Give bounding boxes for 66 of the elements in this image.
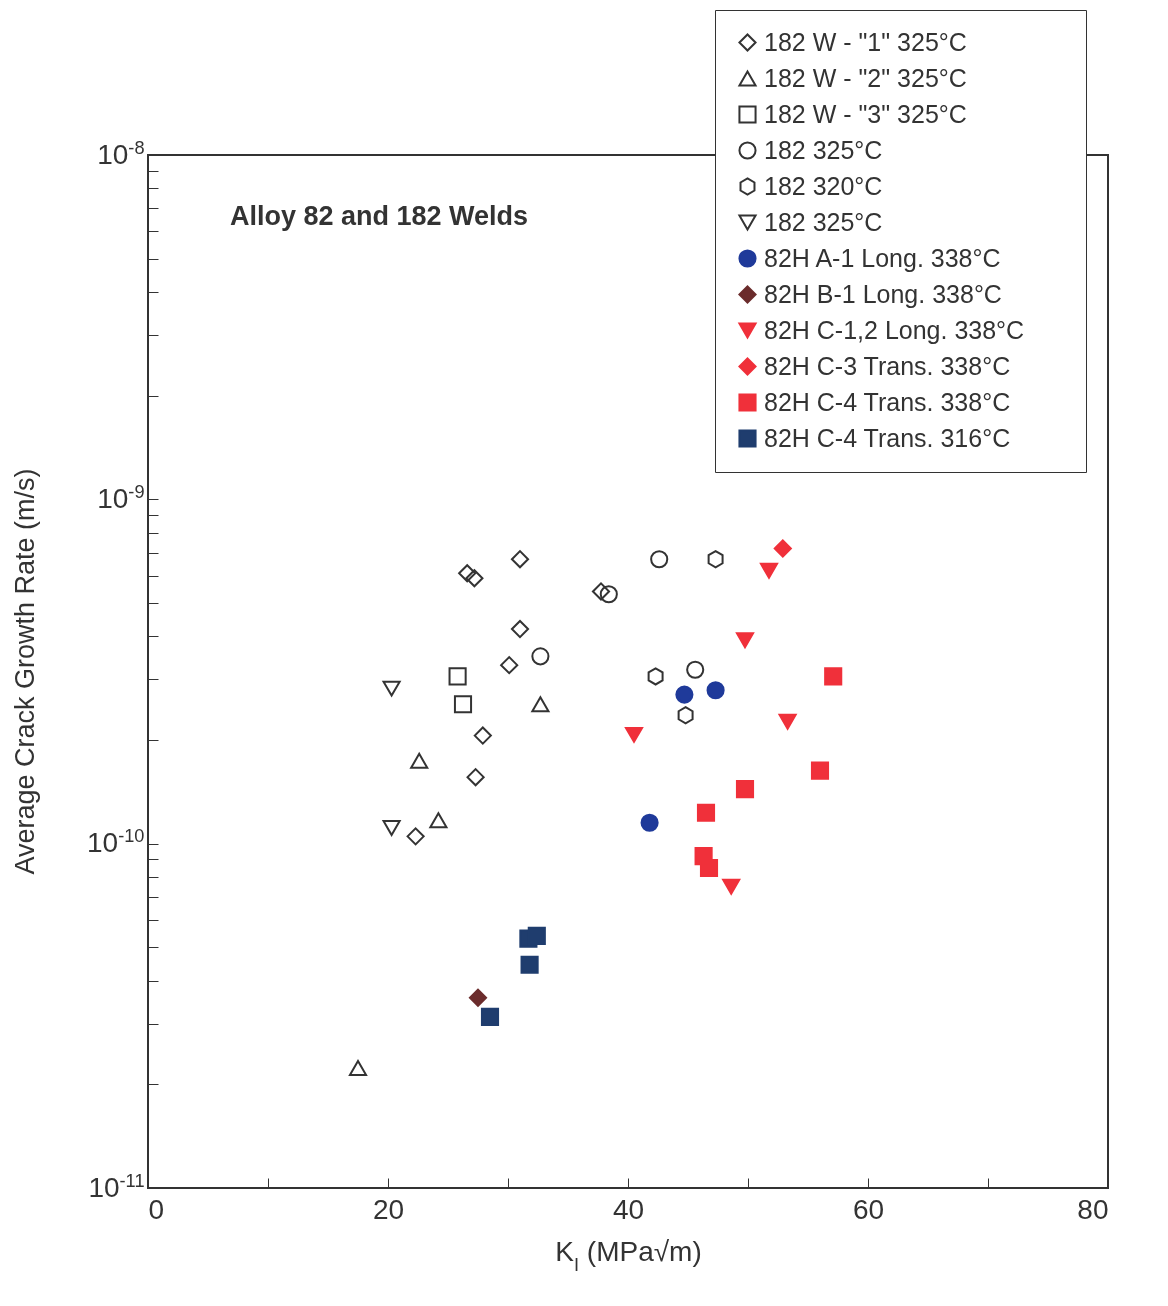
legend-label: 82H C-1,2 Long. 338°C: [764, 315, 1025, 344]
x-axis-title: K$_{I}$ (MPa√m): [555, 1235, 702, 1275]
point: [696, 803, 716, 822]
point: [686, 660, 705, 679]
legend-label: 182 W - "1" 325°C: [764, 27, 967, 56]
point: [382, 680, 401, 697]
x-tick-label: 40: [612, 1193, 645, 1225]
point: [458, 564, 477, 583]
x-tick-label: 0: [148, 1193, 165, 1225]
point: [429, 812, 448, 829]
point: [778, 713, 797, 730]
x-tick-label: 80: [1077, 1193, 1109, 1225]
point: [531, 647, 550, 666]
point: [722, 878, 741, 895]
y-tick-label: 10$^{-10}$: [87, 826, 145, 859]
point: [531, 696, 550, 713]
legend-label: 182 325°C: [764, 207, 883, 236]
legend-label: 182 W - "3" 325°C: [764, 99, 967, 128]
point: [640, 813, 659, 832]
point: [410, 752, 429, 769]
point: [453, 695, 473, 714]
point: [406, 827, 425, 846]
legend-label: 82H B-1 Long. 338°C: [764, 279, 1002, 308]
point: [735, 780, 755, 799]
point: [647, 667, 664, 686]
y-tick-label: 10$^{-8}$: [97, 137, 145, 170]
point: [348, 1060, 368, 1077]
legend-label: 82H C-3 Trans. 338°C: [764, 351, 1011, 380]
point: [810, 761, 830, 780]
legend-label: 82H C-4 Trans. 316°C: [764, 423, 1011, 452]
point: [699, 858, 719, 878]
point: [759, 562, 779, 579]
legend-label: 182 325°C: [764, 135, 883, 164]
point: [624, 726, 644, 743]
y-axis-title: Average Crack Growth Rate (m/s): [9, 468, 40, 875]
point: [527, 926, 546, 945]
legend-label: 182 W - "2" 325°C: [764, 63, 967, 92]
point: [675, 685, 694, 704]
point: [468, 988, 488, 1007]
x-tick-label: 60: [852, 1193, 885, 1225]
point: [448, 667, 467, 686]
point: [824, 667, 843, 686]
point: [465, 569, 484, 588]
point: [382, 820, 401, 837]
point: [480, 1007, 500, 1026]
point: [650, 550, 669, 569]
x-tick-label: 20: [372, 1193, 405, 1225]
y-tick-label: 10$^{-11}$: [88, 1170, 145, 1203]
point: [707, 550, 724, 569]
point: [510, 550, 530, 569]
point: [473, 726, 492, 745]
legend-label: 82H A-1 Long. 338°C: [764, 243, 1001, 272]
legend-label: 182 320°C: [764, 171, 883, 200]
point: [520, 955, 539, 974]
point: [500, 656, 519, 675]
point: [706, 681, 725, 700]
point: [735, 632, 755, 649]
point: [466, 768, 485, 787]
point: [773, 539, 792, 558]
text: Alloy 82 and 182 Welds: [230, 201, 529, 231]
point: [510, 620, 530, 639]
point: [599, 585, 618, 604]
point: [591, 582, 611, 601]
legend-label: 82H C-4 Trans. 338°C: [764, 387, 1011, 416]
point: [677, 706, 694, 725]
y-tick-label: 10$^{-9}$: [97, 481, 145, 514]
